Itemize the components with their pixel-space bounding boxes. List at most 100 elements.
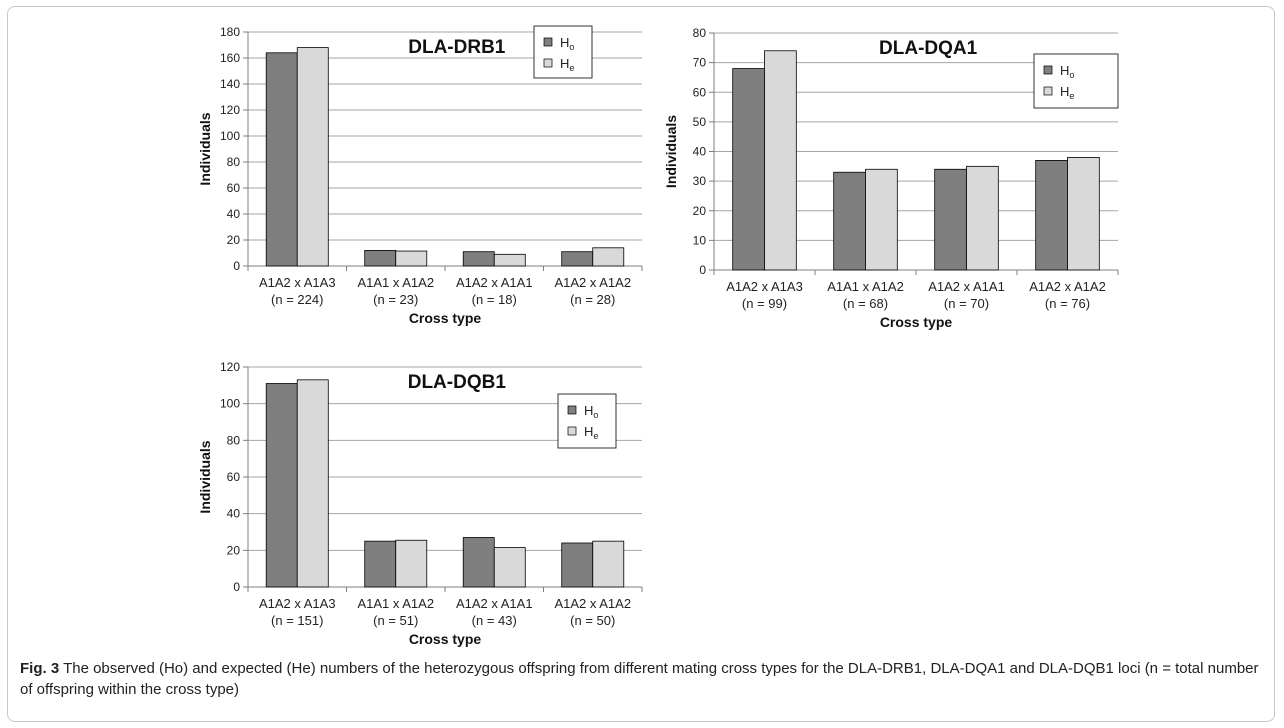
x-category-label: A1A2 x A1A3	[259, 275, 336, 290]
x-category-n-label: (n = 43)	[472, 613, 517, 628]
legend-swatch-ho	[567, 405, 577, 415]
x-category-n-label: (n = 18)	[472, 292, 517, 307]
legend-box	[533, 25, 593, 79]
bar-he-1	[296, 47, 329, 267]
bar-ho-3	[934, 168, 967, 271]
y-tick-label: 40	[227, 207, 241, 221]
bar-ho-2	[364, 540, 397, 588]
x-category-label: A1A2 x A1A3	[726, 279, 803, 294]
legend-swatch-he	[567, 426, 577, 436]
bar-he-4	[592, 540, 625, 588]
chart-title: DLA-DQA1	[879, 38, 978, 59]
y-tick-label: 120	[220, 103, 240, 117]
legend-swatch-he	[543, 58, 553, 68]
caption-label: Fig. 3	[20, 660, 60, 677]
legend-box	[557, 393, 617, 449]
legend-swatch-he	[1043, 86, 1053, 96]
y-tick-label: 20	[227, 543, 241, 557]
legend-swatch-ho	[543, 37, 553, 47]
x-category-n-label: (n = 23)	[373, 292, 418, 307]
y-tick-label: 70	[693, 56, 707, 70]
y-tick-label: 80	[227, 155, 241, 169]
y-tick-label: 140	[220, 77, 240, 91]
bar-he-3	[966, 165, 999, 271]
caption-text: The observed (Ho) and expected (He) numb…	[20, 660, 1259, 698]
chart-title: DLA-DRB1	[408, 37, 506, 58]
bar-ho-2	[833, 171, 866, 271]
x-axis-title: Cross type	[409, 310, 482, 326]
bar-he-3	[493, 547, 526, 588]
y-tick-label: 60	[693, 85, 707, 99]
y-tick-label: 10	[693, 233, 707, 247]
legend-label-ho: Ho	[584, 403, 598, 420]
x-axis-title: Cross type	[880, 314, 953, 330]
y-tick-label: 50	[693, 115, 707, 129]
y-tick-label: 180	[220, 25, 240, 39]
bar-he-2	[395, 250, 428, 267]
legend-label-ho: Ho	[1060, 63, 1074, 80]
bar-ho-2	[364, 249, 397, 267]
figure-caption: Fig. 3 The observed (Ho) and expected (H…	[20, 658, 1260, 700]
bar-he-4	[592, 247, 625, 267]
y-tick-label: 160	[220, 51, 240, 65]
legend-label-he: He	[560, 56, 574, 73]
x-category-n-label: (n = 99)	[742, 296, 787, 311]
y-tick-label: 40	[693, 145, 707, 159]
x-category-label: A1A2 x A1A3	[259, 596, 336, 611]
bar-ho-1	[265, 383, 298, 588]
y-tick-label: 100	[220, 397, 240, 411]
x-category-label: A1A2 x A1A2	[1029, 279, 1106, 294]
y-tick-label: 80	[693, 26, 707, 40]
figure-frame	[7, 6, 1275, 722]
x-category-label: A1A1 x A1A2	[827, 279, 904, 294]
chart-dla-drb1: 0 20 40 60 80 100 120 140 160 180 A1A2 x A1A3 (n = …	[197, 25, 643, 326]
bar-he-2	[395, 539, 428, 588]
legend-label-he: He	[584, 424, 598, 441]
legend-label-ho: Ho	[560, 35, 574, 52]
bar-ho-4	[561, 542, 594, 588]
y-tick-label: 20	[227, 233, 241, 247]
x-category-n-label: (n = 68)	[843, 296, 888, 311]
bar-he-3	[493, 253, 526, 267]
x-category-n-label: (n = 50)	[570, 613, 615, 628]
bar-ho-1	[265, 52, 298, 267]
legend-label-he: He	[1060, 84, 1074, 101]
y-tick-label: 0	[699, 263, 706, 277]
bar-ho-1	[732, 68, 765, 271]
x-category-n-label: (n = 51)	[373, 613, 418, 628]
y-tick-label: 30	[693, 174, 707, 188]
x-category-label: A1A2 x A1A2	[554, 596, 631, 611]
x-category-label: A1A2 x A1A2	[554, 275, 631, 290]
bar-he-4	[1067, 157, 1100, 271]
y-tick-label: 100	[220, 129, 240, 143]
y-tick-label: 60	[227, 181, 241, 195]
x-category-n-label: (n = 70)	[944, 296, 989, 311]
chart-title: DLA-DQB1	[408, 372, 507, 393]
bar-ho-4	[1035, 159, 1068, 271]
bar-he-1	[764, 50, 797, 271]
y-tick-label: 0	[233, 580, 240, 594]
y-tick-label: 120	[220, 360, 240, 374]
bar-ho-3	[462, 537, 495, 588]
x-category-label: A1A2 x A1A1	[456, 275, 533, 290]
x-category-label: A1A1 x A1A2	[357, 275, 434, 290]
y-axis-title: Individuals	[663, 115, 679, 188]
y-tick-label: 60	[227, 470, 241, 484]
chart-dla-dqa1: 0 10 20 30 40 50 60 70 80 A1A2 x A1A3 (n = 99) A1A1…	[663, 26, 1119, 330]
bar-he-1	[296, 379, 329, 588]
bar-he-2	[865, 168, 898, 271]
bar-ho-3	[462, 251, 495, 267]
legend-swatch-ho	[1043, 65, 1053, 75]
chart-dla-dqb1: 0 20 40 60 80 100 120 A1A2 x A1A3 (n = 151) A1A1 …	[197, 360, 643, 647]
x-category-n-label: (n = 151)	[271, 613, 323, 628]
y-tick-label: 80	[227, 433, 241, 447]
x-category-label: A1A2 x A1A1	[456, 596, 533, 611]
x-category-n-label: (n = 28)	[570, 292, 615, 307]
bar-ho-4	[561, 251, 594, 267]
x-axis-title: Cross type	[409, 631, 482, 647]
x-category-n-label: (n = 224)	[271, 292, 323, 307]
x-category-label: A1A1 x A1A2	[357, 596, 434, 611]
y-axis-title: Individuals	[197, 112, 213, 185]
x-category-n-label: (n = 76)	[1045, 296, 1090, 311]
legend-box	[1033, 53, 1119, 109]
